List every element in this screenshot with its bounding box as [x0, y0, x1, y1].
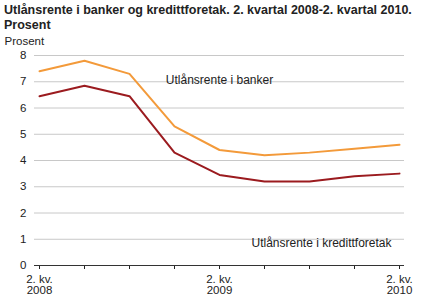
svg-text:Utlånsrente i banker: Utlånsrente i banker: [166, 73, 273, 87]
svg-text:5: 5: [20, 128, 26, 140]
svg-text:3: 3: [20, 180, 26, 192]
svg-text:Prosent: Prosent: [5, 35, 45, 47]
svg-text:6: 6: [20, 102, 26, 114]
svg-text:0: 0: [20, 259, 26, 271]
svg-text:7: 7: [20, 75, 26, 87]
svg-text:2. kv.2010: 2. kv.2010: [386, 273, 413, 297]
svg-text:1: 1: [20, 233, 26, 245]
svg-text:2: 2: [20, 207, 26, 219]
svg-text:2. kv.2009: 2. kv.2009: [206, 273, 233, 297]
svg-text:8: 8: [20, 49, 26, 61]
svg-text:2. kv.2008: 2. kv.2008: [26, 273, 53, 297]
svg-text:Utlånsrente i kredittforetak: Utlånsrente i kredittforetak: [251, 236, 392, 250]
svg-text:4: 4: [20, 154, 27, 166]
html-text:Utlånsrente i banker og kredit: Utlånsrente i banker og kredittforetak. …: [4, 3, 412, 32]
